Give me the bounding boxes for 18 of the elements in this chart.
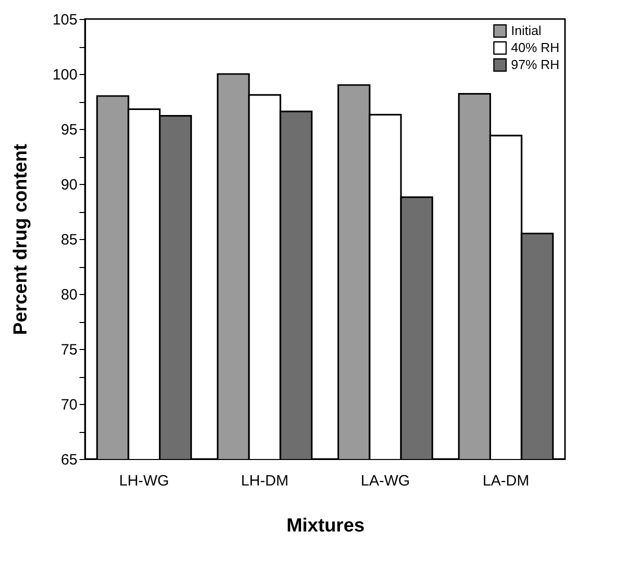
y-tick-label: 75 — [60, 342, 78, 358]
x-tick-label: LA-WG — [360, 472, 410, 490]
legend-label: 40% RH — [511, 40, 560, 55]
y-tick-label: 100 — [52, 66, 78, 84]
x-tick-label: LH-DM — [240, 472, 288, 490]
legend-label: 97% RH — [511, 57, 560, 72]
y-axis-title: Percent drug content — [10, 143, 32, 336]
y-tick-label: 70 — [60, 396, 78, 414]
y-tick-label: 105 — [52, 12, 78, 28]
x-tick-label: LH-WG — [119, 472, 170, 490]
x-tick-label: LA-DM — [482, 472, 530, 490]
y-tick-label: 90 — [60, 176, 78, 194]
y-tick-label: 65 — [60, 452, 78, 468]
x-axis-title: Mixtures — [286, 516, 365, 536]
y-tick-label: 80 — [60, 286, 78, 304]
legend-label: Initial — [511, 23, 542, 38]
y-tick-label: 95 — [60, 122, 78, 138]
y-tick-label: 85 — [60, 232, 78, 248]
